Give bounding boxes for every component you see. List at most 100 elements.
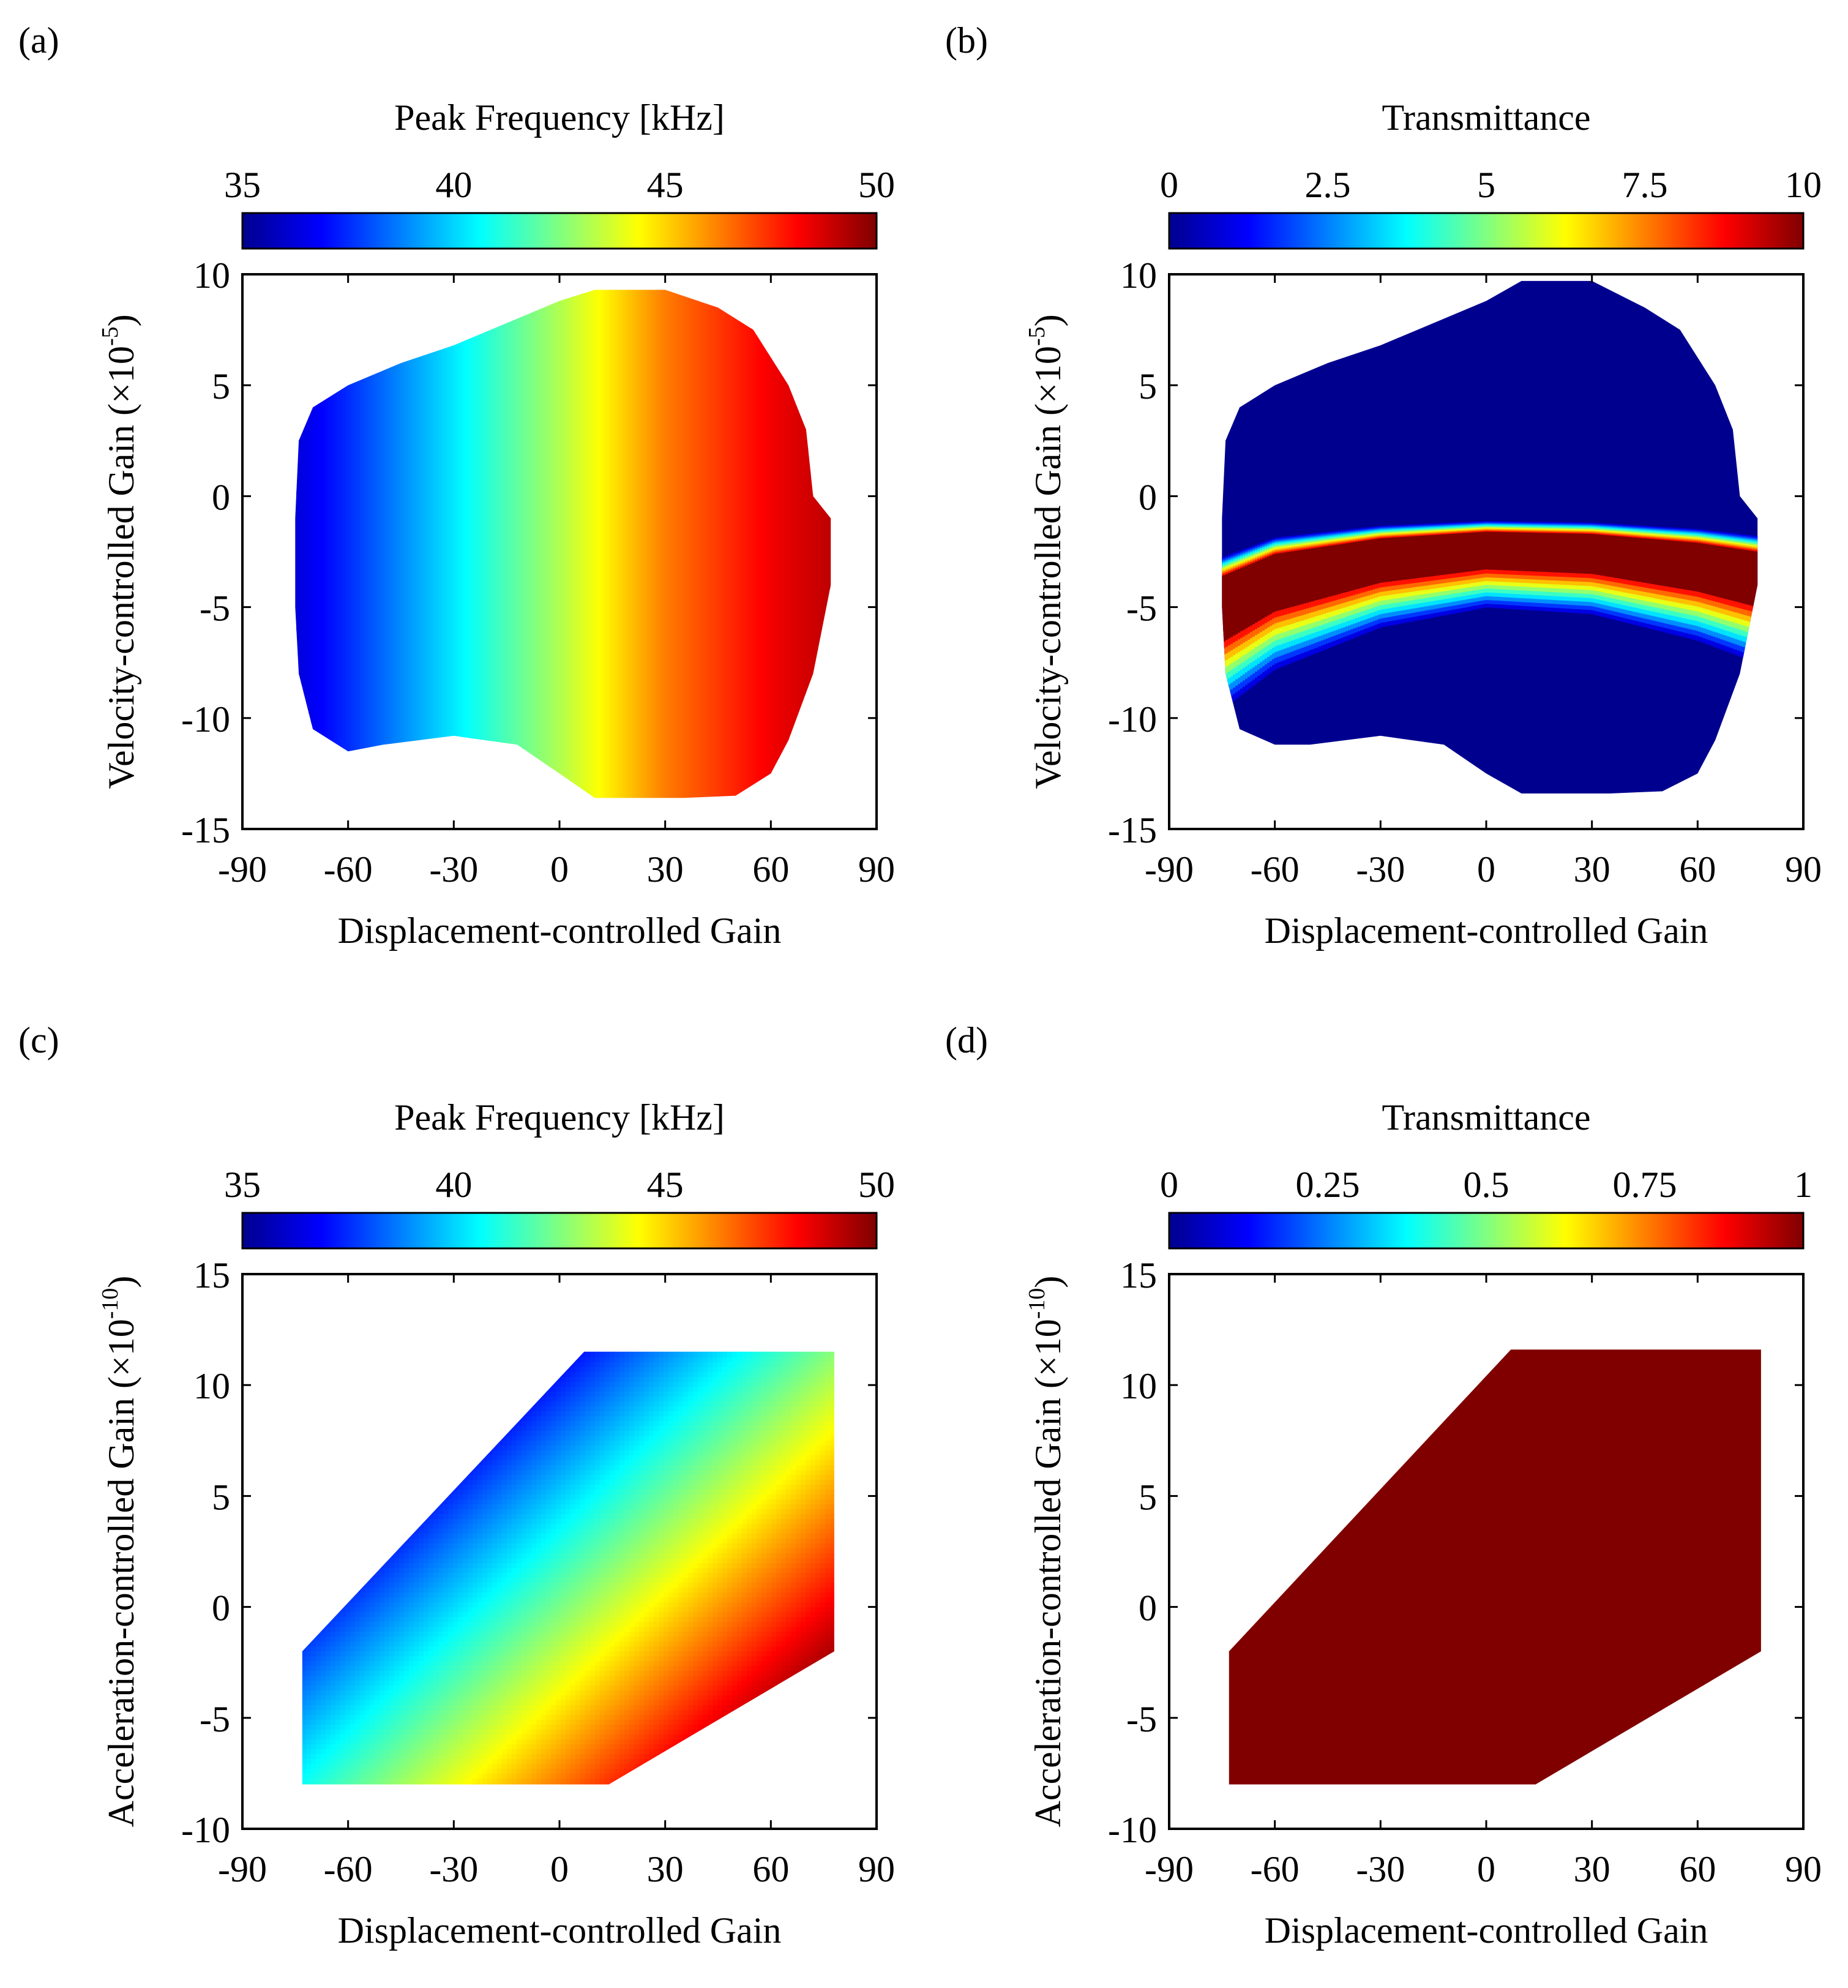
panel-b-heatmap-cell [1637,581,1640,587]
panel-b-heatmap-cell [1316,626,1319,632]
panel-b-heatmap-cell [1561,600,1564,605]
panel-b-heatmap-cell [1620,599,1623,605]
panel-b-heatmap-cell [1277,547,1280,549]
panel-b-heatmap-cell [1519,522,1522,525]
panel-b-heatmap-cell [1453,589,1456,594]
panel-b-heatmap-cell [1693,634,1696,640]
panel-b-heatmap-cell [1490,527,1493,529]
panel-a-heatmap-cell [813,290,816,798]
panel-b-heatmap-cell [1539,583,1542,588]
panel-b-band-cell [1661,539,1664,586]
panel-a-heatmap-cell [830,290,831,798]
panel-b-heatmap-cell [1360,531,1363,534]
panel-b-heatmap-cell [1686,623,1689,629]
panel-b-heatmap-cell [1522,523,1525,525]
panel-b-band-cell [1177,576,1180,643]
panel-b-heatmap-cell [1233,680,1236,688]
panel-b-heatmap-cell [1568,604,1571,609]
panel-b-heatmap-cell [1639,621,1642,627]
panel-b-heatmap-cell [1243,680,1246,687]
panel-b-heatmap-cell [1583,523,1586,525]
panel-b-heatmap-cell [1370,527,1373,529]
panel-b-heatmap-cell [1674,538,1677,540]
panel-b-heatmap-cell [1222,656,1224,663]
panel-b-heatmap-cell [1492,525,1495,527]
panel-b-heatmap-cell [1441,525,1444,527]
panel-b-heatmap-cell [1639,530,1642,533]
panel-b-heatmap-cell [1191,643,1194,650]
panel-b-heatmap-cell [1607,609,1610,615]
panel-b-heatmap-cell [1549,530,1552,533]
panel-b-heatmap-cell [1517,521,1520,523]
panel-b-heatmap-cell [1235,659,1238,667]
panel-b-heatmap-cell [1593,594,1596,599]
panel-b-heatmap-cell [1365,527,1368,530]
panel-b-heatmap-cell [1693,541,1696,543]
panel-b-heatmap-cell [1199,565,1202,568]
panel-a-heatmap-cell [551,290,554,798]
panel-b-heatmap-cell [1199,557,1202,560]
panel-b-heatmap-cell [1505,582,1508,586]
panel-b-band-cell [1534,533,1537,572]
panel-b-heatmap-cell [1710,600,1713,606]
panel-b-heatmap-cell [1414,616,1417,621]
panel-b-heatmap-cell [1424,577,1427,582]
panel-b-heatmap-cell [1583,593,1586,598]
panel-b-heatmap-cell [1563,572,1566,577]
panel-a-heatmap-cell [774,290,777,798]
panel-b-heatmap-cell [1222,570,1224,573]
panel-b-heatmap-cell [1627,580,1630,585]
panel-b-heatmap-cell [1603,592,1606,597]
panel-b-heatmap-cell [1358,532,1361,535]
panel-b-heatmap-cell [1708,530,1711,533]
panel-b-heatmap-cell [1186,559,1189,561]
panel-b-colorbar-tick-label: 10 [1785,165,1822,205]
panel-b-band-cell [1622,536,1625,579]
panel-b-heatmap-cell [1211,574,1214,577]
panel-b-heatmap-cell [1463,576,1466,580]
panel-b-heatmap-cell [1669,535,1672,537]
panel-a-heatmap-cell [784,290,787,798]
panel-b-heatmap-cell [1558,572,1562,577]
panel-b-band-cell [1541,533,1544,572]
panel-b-heatmap-cell [1683,532,1686,535]
panel-b-heatmap-cell [1605,525,1608,527]
panel-a-heatmap-cell [588,290,591,798]
panel-b-band-cell [1497,531,1500,570]
panel-a-heatmap-cell [742,290,745,798]
panel-b-heatmap-cell [1279,621,1282,628]
panel-b-heatmap-cell [1394,533,1397,536]
panel-b-heatmap-cell [1490,530,1493,533]
panel-b-heatmap-cell [1546,576,1549,580]
panel-b-heatmap-cell [1470,598,1473,603]
panel-b-heatmap-cell [1497,569,1500,574]
panel-a-heatmap-cell [605,290,608,798]
panel-b-heatmap-cell [1181,565,1184,568]
panel-b-heatmap-cell [1245,628,1248,636]
panel-b-heatmap-cell [1456,577,1459,582]
panel-b-heatmap-cell [1431,588,1434,593]
panel-b-band-cell [1257,560,1260,621]
panel-b-heatmap-cell [1333,538,1336,540]
panel-b-heatmap-cell [1603,532,1606,535]
panel-b-heatmap-cell [1203,702,1206,709]
panel-b-heatmap-cell [1179,669,1182,676]
panel-b-heatmap-cell [1647,587,1650,593]
panel-b-heatmap-cell [1196,689,1199,696]
panel-b-heatmap-cell [1637,595,1640,600]
panel-b-heatmap-cell [1414,531,1417,533]
panel-b-heatmap-cell [1377,583,1380,588]
panel-b-heatmap-cell [1541,587,1544,592]
panel-b-heatmap-cell [1421,615,1424,620]
panel-b-heatmap-cell [1282,637,1285,644]
panel-b-band-cell [1527,532,1530,571]
panel-b-heatmap-cell [1358,612,1361,618]
panel-b-heatmap-cell [1453,528,1456,530]
panel-a-heatmap-cell [803,290,806,798]
panel-b-band-cell [1238,569,1241,633]
panel-b-heatmap-cell [1544,591,1547,596]
panel-b-heatmap-cell [1639,533,1642,535]
panel-b-heatmap-cell [1456,585,1459,590]
panel-b-heatmap-cell [1299,615,1302,621]
panel-b-heatmap-cell [1438,532,1442,534]
